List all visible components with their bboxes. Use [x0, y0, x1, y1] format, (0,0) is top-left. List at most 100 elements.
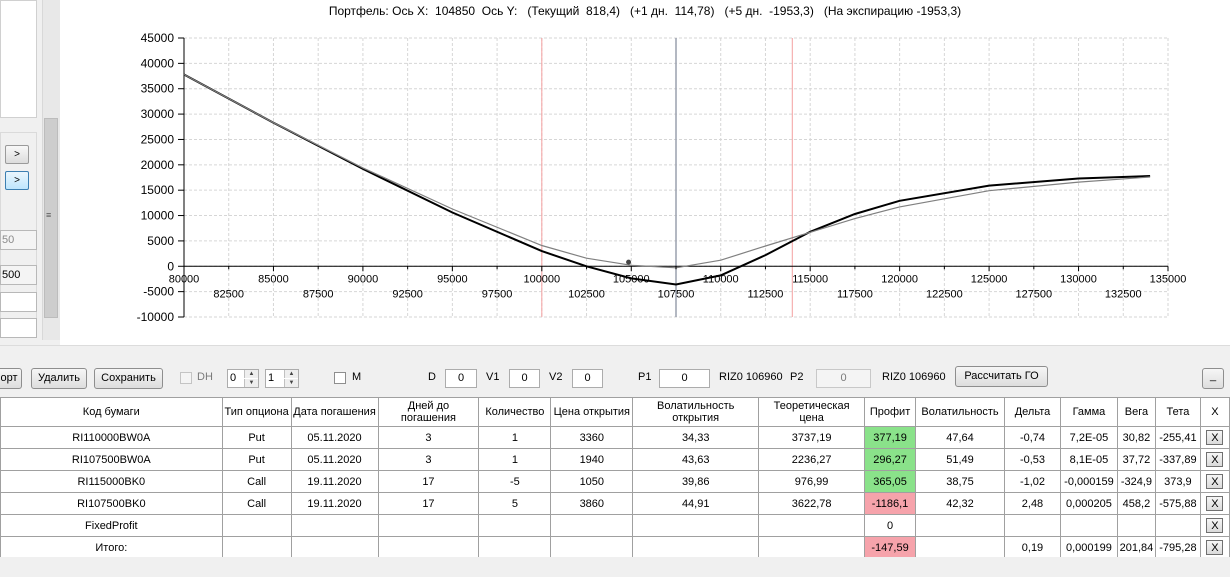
table-cell[interactable]: [550, 536, 634, 559]
spin-down-icon[interactable]: ▼: [284, 379, 298, 387]
table-cell[interactable]: 44,91: [632, 492, 760, 515]
left-field-4[interactable]: [0, 318, 37, 338]
table-cell[interactable]: 05.11.2020: [290, 426, 379, 449]
table-cell[interactable]: [478, 514, 552, 537]
table-cell[interactable]: [377, 536, 480, 559]
table-cell[interactable]: -255,41: [1154, 426, 1201, 449]
remove-row-button[interactable]: X: [1206, 496, 1224, 511]
profit-cell[interactable]: 0: [864, 514, 917, 537]
table-cell[interactable]: [1116, 514, 1156, 537]
table-cell[interactable]: 373,9: [1154, 470, 1201, 493]
table-cell[interactable]: [1154, 514, 1201, 537]
profit-cell[interactable]: 365,05: [864, 470, 917, 493]
scroll-thumb[interactable]: [44, 118, 58, 318]
table-cell[interactable]: [632, 536, 760, 559]
header-expiry-date[interactable]: Дата погашения: [290, 397, 379, 427]
table-cell[interactable]: -795,28: [1154, 536, 1201, 559]
table-cell[interactable]: -5: [478, 470, 552, 493]
profit-cell[interactable]: -1186,1: [864, 492, 917, 515]
table-cell[interactable]: [632, 514, 760, 537]
table-cell[interactable]: 17: [377, 492, 480, 515]
header-vega[interactable]: Вега: [1116, 397, 1156, 427]
splitter[interactable]: [0, 345, 1230, 355]
remove-row-button[interactable]: X: [1206, 452, 1224, 467]
table-cell[interactable]: [221, 536, 292, 559]
table-cell[interactable]: [915, 536, 1005, 559]
table-cell[interactable]: RI110000BW0A: [0, 426, 223, 449]
calc-margin-button[interactable]: Рассчитать ГО: [955, 366, 1048, 387]
dh-checkbox[interactable]: [180, 372, 192, 384]
header-volatility[interactable]: Волатильность: [915, 397, 1005, 427]
table-cell[interactable]: 3360: [550, 426, 634, 449]
table-row[interactable]: FixedProfit 0 X: [0, 514, 1230, 537]
table-cell[interactable]: 34,33: [632, 426, 760, 449]
table-cell[interactable]: -0,000159: [1059, 470, 1118, 493]
chart-area[interactable]: Портфель: Ось X: 104850 Ось Y: (Текущий …: [60, 0, 1230, 345]
header-open-price[interactable]: Цена открытия: [550, 397, 634, 427]
splitter-grip-icon[interactable]: ≡: [46, 210, 52, 220]
table-cell[interactable]: 30,82: [1116, 426, 1156, 449]
spin-up-icon[interactable]: ▲: [284, 370, 298, 378]
table-cell[interactable]: 458,2: [1116, 492, 1156, 515]
export-button[interactable]: орт: [0, 368, 22, 389]
save-button[interactable]: Сохранить: [94, 368, 163, 389]
v1-field[interactable]: 0: [509, 369, 540, 388]
table-cell[interactable]: 43,63: [632, 448, 760, 471]
table-cell[interactable]: [1004, 514, 1061, 537]
remove-row-button[interactable]: X: [1206, 474, 1224, 489]
p2-field[interactable]: 0: [816, 369, 871, 388]
header-profit[interactable]: Профит: [864, 397, 917, 427]
minimize-button[interactable]: _: [1202, 368, 1224, 389]
table-cell[interactable]: 201,84: [1116, 536, 1156, 559]
table-cell[interactable]: Итого:: [0, 536, 223, 559]
table-cell[interactable]: -337,89: [1154, 448, 1201, 471]
spin-field-2[interactable]: 1 ▲ ▼: [265, 369, 299, 388]
table-cell[interactable]: -575,88: [1154, 492, 1201, 515]
left-field-2[interactable]: 500: [0, 265, 37, 285]
table-cell[interactable]: 38,75: [915, 470, 1005, 493]
table-cell[interactable]: -0,74: [1004, 426, 1061, 449]
table-cell[interactable]: [221, 514, 292, 537]
spin-field-1[interactable]: 0 ▲ ▼: [227, 369, 259, 388]
table-row[interactable]: RI107500BW0A Put 05.11.2020 3 1 1940 43,63 2236…: [0, 448, 1230, 471]
next-button-2[interactable]: >: [5, 171, 29, 190]
header-gamma[interactable]: Гамма: [1059, 397, 1118, 427]
table-cell[interactable]: 3: [377, 426, 480, 449]
left-scrollbar[interactable]: [42, 0, 60, 340]
table-cell[interactable]: 5: [478, 492, 552, 515]
table-cell[interactable]: 0,19: [1004, 536, 1061, 559]
table-cell[interactable]: 2,48: [1004, 492, 1061, 515]
table-cell[interactable]: 2236,27: [758, 448, 866, 471]
table-cell[interactable]: RI107500BK0: [0, 492, 223, 515]
remove-row-button[interactable]: X: [1206, 518, 1224, 533]
table-cell[interactable]: -1,02: [1004, 470, 1061, 493]
table-cell[interactable]: 1: [478, 426, 552, 449]
table-cell[interactable]: Call: [221, 492, 292, 515]
table-cell[interactable]: 19.11.2020: [290, 470, 379, 493]
profit-cell[interactable]: 296,27: [864, 448, 917, 471]
table-cell[interactable]: 0,000199: [1059, 536, 1118, 559]
payoff-chart[interactable]: 45000 40000 35000 30000 25000 20000 15000 10000…: [60, 0, 1230, 345]
table-cell[interactable]: 47,64: [915, 426, 1005, 449]
table-cell[interactable]: 39,86: [632, 470, 760, 493]
table-cell[interactable]: 1050: [550, 470, 634, 493]
table-cell[interactable]: [758, 514, 866, 537]
profit-cell[interactable]: 377,19: [864, 426, 917, 449]
table-cell[interactable]: 3: [377, 448, 480, 471]
table-cell[interactable]: [290, 536, 379, 559]
left-list-box[interactable]: [0, 0, 37, 118]
table-cell[interactable]: -324,9: [1116, 470, 1156, 493]
d-field[interactable]: 0: [445, 369, 477, 388]
table-cell[interactable]: 976,99: [758, 470, 866, 493]
table-row[interactable]: RI115000BK0 Call 19.11.2020 17 -5 1050 39,86 97…: [0, 470, 1230, 493]
table-cell[interactable]: RI107500BW0A: [0, 448, 223, 471]
table-cell[interactable]: [550, 514, 634, 537]
remove-row-button[interactable]: X: [1206, 430, 1224, 445]
table-cell[interactable]: [758, 536, 866, 559]
table-cell[interactable]: 7,2E-05: [1059, 426, 1118, 449]
header-theoretical-price[interactable]: Теоретическая цена: [758, 397, 866, 427]
left-field-3[interactable]: [0, 292, 37, 312]
table-cell[interactable]: 37,72: [1116, 448, 1156, 471]
table-cell[interactable]: 3737,19: [758, 426, 866, 449]
table-row[interactable]: RI110000BW0A Put 05.11.2020 3 1 3360 34,33 3737…: [0, 426, 1230, 449]
